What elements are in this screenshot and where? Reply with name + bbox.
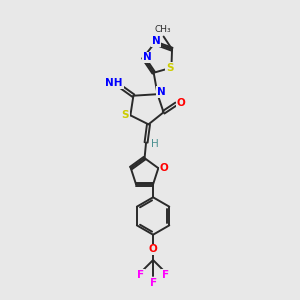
Text: N: N (152, 36, 161, 46)
Text: O: O (149, 244, 158, 254)
Text: F: F (162, 270, 169, 280)
Text: S: S (121, 110, 129, 120)
Text: NH: NH (105, 78, 123, 88)
Text: H: H (151, 139, 159, 149)
Text: F: F (149, 278, 157, 288)
Text: O: O (160, 163, 169, 173)
Text: N: N (142, 52, 152, 62)
Text: O: O (177, 98, 185, 108)
Text: CH₃: CH₃ (155, 26, 171, 34)
Text: F: F (137, 270, 144, 280)
Text: N: N (157, 87, 166, 97)
Text: S: S (166, 63, 174, 73)
